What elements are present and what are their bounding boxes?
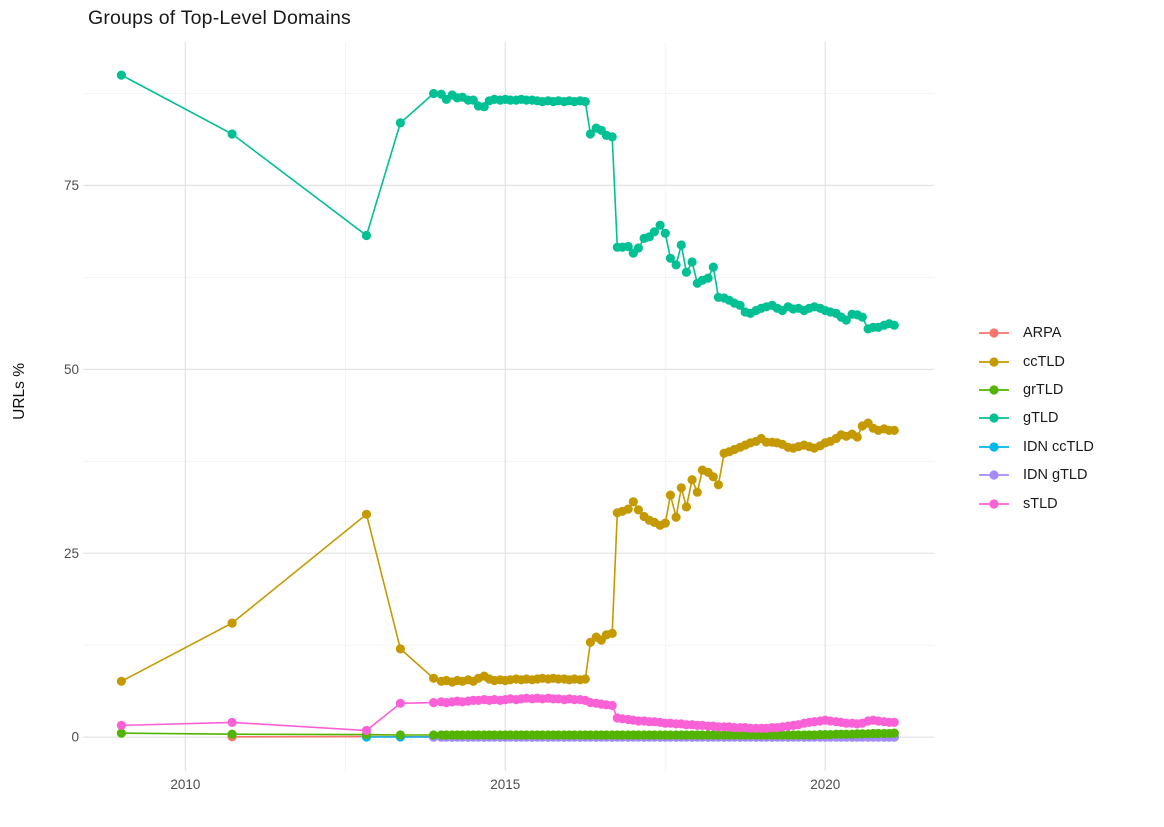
data-point xyxy=(665,253,676,263)
data-point xyxy=(429,88,439,99)
data-point xyxy=(660,228,670,238)
series-gTLD xyxy=(116,70,899,334)
legend-key-icon xyxy=(979,328,1009,338)
grid-major xyxy=(83,42,934,771)
data-point xyxy=(623,504,633,514)
data-point xyxy=(735,300,745,310)
data-point xyxy=(429,698,439,708)
data-point xyxy=(395,730,405,740)
svg-text:0: 0 xyxy=(71,730,79,745)
legend-item-label: IDN ccTLD xyxy=(1023,438,1094,455)
legend-item-label: ccTLD xyxy=(1023,353,1065,370)
data-point xyxy=(227,729,237,739)
svg-text:2010: 2010 xyxy=(170,777,200,792)
data-point xyxy=(649,227,660,237)
data-point xyxy=(395,118,405,128)
x-axis-tick-labels: 2010 2015 2020 xyxy=(170,777,840,792)
legend-key-icon xyxy=(979,442,1009,452)
svg-text:75: 75 xyxy=(64,178,79,193)
data-point xyxy=(227,717,237,728)
data-point xyxy=(687,475,697,485)
legend-item-idn-gtld: IDN gTLD xyxy=(978,461,1094,489)
data-point xyxy=(585,129,596,139)
svg-text:2015: 2015 xyxy=(490,777,520,792)
data-point xyxy=(395,644,405,654)
data-point xyxy=(580,674,590,684)
svg-text:25: 25 xyxy=(64,546,79,561)
data-point xyxy=(633,505,644,515)
chart-legend: ARPA ccTLD grTLD gTLD IDN ccTLD IDN gTLD sTLD xyxy=(978,319,1094,518)
data-point xyxy=(671,260,681,270)
legend-item-grtld: grTLD xyxy=(978,376,1094,404)
data-point xyxy=(633,243,644,253)
data-point xyxy=(116,676,126,686)
series-grTLD xyxy=(116,728,899,740)
data-point xyxy=(607,700,617,711)
data-point xyxy=(628,497,638,507)
data-point xyxy=(692,487,702,497)
data-point xyxy=(361,230,372,241)
data-point xyxy=(429,673,439,683)
data-point xyxy=(708,262,718,272)
data-point xyxy=(227,129,237,139)
data-point xyxy=(116,70,126,80)
data-point xyxy=(395,698,405,708)
data-point xyxy=(665,490,676,500)
series-ccTLD xyxy=(116,418,899,687)
legend-item-label: grTLD xyxy=(1023,381,1064,398)
data-point xyxy=(708,472,718,482)
legend-item-label: IDN gTLD xyxy=(1023,467,1088,484)
data-point xyxy=(116,720,126,731)
data-point xyxy=(681,267,692,277)
series-line xyxy=(121,422,895,683)
data-point xyxy=(361,509,372,519)
series-sTLD xyxy=(116,693,899,736)
data-point xyxy=(703,273,713,283)
data-point xyxy=(580,97,590,107)
data-point xyxy=(660,518,670,528)
legend-item-label: gTLD xyxy=(1023,410,1059,427)
svg-text:2020: 2020 xyxy=(810,777,840,792)
chart-title: Groups of Top-Level Domains xyxy=(88,7,352,29)
data-point xyxy=(116,728,126,738)
legend-item-label: sTLD xyxy=(1023,495,1058,512)
data-point xyxy=(676,240,686,250)
legend-item-gtld: gTLD xyxy=(978,404,1094,432)
data-point xyxy=(361,725,372,736)
legend-item-stld: sTLD xyxy=(978,489,1094,517)
data-point xyxy=(889,717,899,728)
data-point xyxy=(841,315,851,325)
data-point xyxy=(676,483,686,493)
legend-item-cctld: ccTLD xyxy=(978,347,1094,375)
data-point xyxy=(852,432,862,442)
data-point xyxy=(227,618,237,628)
data-point xyxy=(655,220,665,230)
svg-text:50: 50 xyxy=(64,362,79,377)
legend-item-arpa: ARPA xyxy=(978,319,1094,347)
grid-minor xyxy=(83,42,934,771)
legend-key-icon xyxy=(979,470,1009,480)
data-point xyxy=(857,312,867,322)
data-point xyxy=(889,728,899,738)
legend-key-icon xyxy=(979,385,1009,395)
y-axis-tick-labels: 0 25 50 75 xyxy=(64,178,79,745)
data-point xyxy=(429,730,439,740)
series-line xyxy=(121,74,895,330)
data-point xyxy=(671,512,681,522)
data-point xyxy=(687,257,697,267)
data-point xyxy=(713,480,724,490)
data-point xyxy=(889,425,899,435)
data-point xyxy=(607,132,617,142)
legend-key-icon xyxy=(979,413,1009,423)
legend-item-idn-cctld: IDN ccTLD xyxy=(978,433,1094,461)
data-point xyxy=(681,502,692,512)
legend-key-icon xyxy=(979,498,1009,509)
legend-key-icon xyxy=(979,356,1009,367)
data-point xyxy=(623,241,633,252)
legend-item-label: ARPA xyxy=(1023,325,1062,342)
data-point xyxy=(607,628,617,639)
data-point xyxy=(889,320,899,330)
